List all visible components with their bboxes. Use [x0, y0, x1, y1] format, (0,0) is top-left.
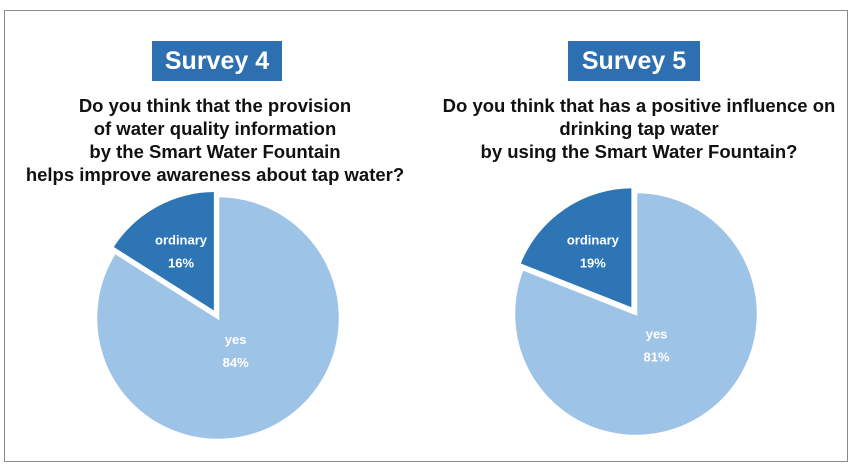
- survey-5-panel: Survey 5 Do you think that has a positiv…: [424, 0, 854, 467]
- survey-5-question: Do you think that has a positive influen…: [424, 94, 854, 163]
- slice-label-yes: yes: [225, 332, 247, 347]
- chart-frame: [4, 10, 848, 462]
- survey-5-title: Survey 5: [568, 41, 700, 81]
- slice-value-yes: 84%: [223, 355, 249, 370]
- slice-value-ordinary: 16%: [168, 256, 194, 271]
- pie-slice-yes: [94, 194, 342, 442]
- survey-4-title: Survey 4: [152, 41, 282, 81]
- slice-label-ordinary: ordinary: [155, 233, 208, 248]
- slice-value-ordinary: 19%: [580, 256, 606, 271]
- survey-5-question-line: by using the Smart Water Fountain?: [480, 141, 798, 162]
- survey-4-question: Do you think that the provision of water…: [0, 94, 430, 186]
- survey-4-pie: yes 84% ordinary 16%: [94, 189, 342, 442]
- slice-label-yes: yes: [646, 326, 668, 341]
- pie-slice-ordinary: [517, 185, 634, 311]
- slice-value-yes: 81%: [644, 349, 670, 364]
- pie-slice-yes: [512, 190, 760, 438]
- survey-5-question-line: drinking tap water: [559, 118, 719, 139]
- survey-4-question-line: by the Smart Water Fountain: [89, 141, 341, 162]
- slice-label-ordinary: ordinary: [567, 233, 620, 248]
- survey-5-question-line: Do you think that has a positive influen…: [442, 95, 836, 116]
- survey-4-question-line: helps improve awareness about tap water?: [25, 164, 405, 185]
- survey-5-pie: yes 81% ordinary 19%: [512, 185, 760, 438]
- survey-4-question-line: Do you think that the provision: [78, 95, 352, 116]
- survey-4-panel: Survey 4 Do you think that the provision…: [0, 41, 430, 442]
- survey-4-question-line: of water quality information: [93, 118, 337, 139]
- pie-slice-ordinary: [110, 189, 217, 316]
